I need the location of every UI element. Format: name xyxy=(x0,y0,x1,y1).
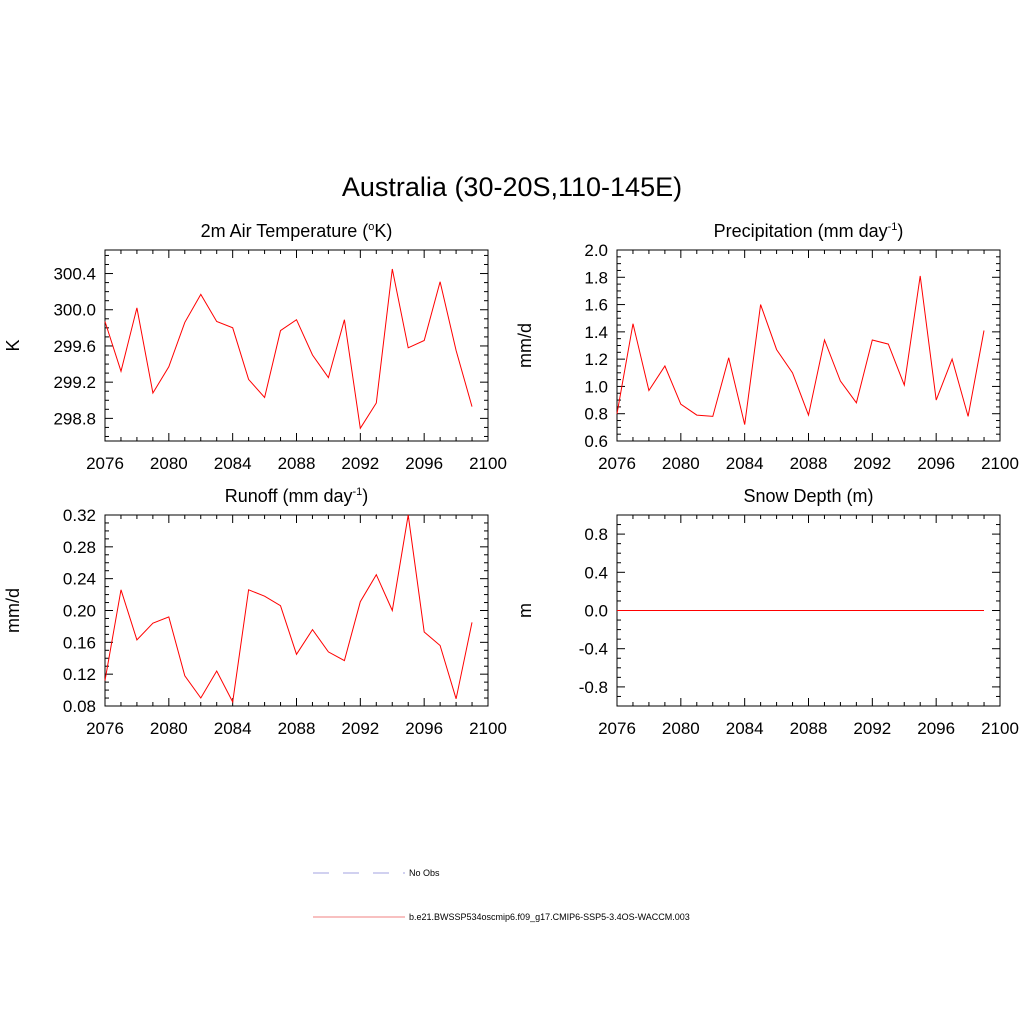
legend: No Obs b.e21.BWSSP534oscmip6.f09_g17.CMIP… xyxy=(313,868,690,922)
panel-title: Runoff (mm day-1) xyxy=(225,486,369,506)
legend-label: b.e21.BWSSP534oscmip6.f09_g17.CMIP6-SSP5… xyxy=(409,912,690,922)
y-axis-label: mm/d xyxy=(515,323,535,368)
y-tick-label: 0.16 xyxy=(63,633,96,652)
panel-2: Precipitation (mm day-1) 2076 2080 2084 2088… xyxy=(515,221,1019,473)
y-tick-label: 0.8 xyxy=(584,525,608,544)
y-axis-label: mm/d xyxy=(3,588,23,633)
y-tick-label: 1.6 xyxy=(584,296,608,315)
y-axis-label: K xyxy=(3,339,23,351)
x-tick-label: 2096 xyxy=(917,454,955,473)
y-axis-label: m xyxy=(515,603,535,618)
series-line xyxy=(616,275,985,425)
x-tick-label: 2100 xyxy=(981,719,1019,738)
x-tick-label: 2092 xyxy=(341,454,379,473)
plot-frame xyxy=(104,249,489,442)
y-tick-label: 0.20 xyxy=(63,602,96,621)
y-tick-label: 0.24 xyxy=(63,570,96,589)
x-tick-label: 2100 xyxy=(981,454,1019,473)
x-tick-label: 2096 xyxy=(917,719,955,738)
y-tick-label: 0.8 xyxy=(584,405,608,424)
panel-3: Runoff (mm day-1) 2076 2080 2084 2088 2092 209… xyxy=(3,486,507,738)
y-tick-label: 300.0 xyxy=(53,301,96,320)
x-tick-label: 2088 xyxy=(790,454,828,473)
x-tick-label: 2088 xyxy=(278,719,316,738)
legend-label: No Obs xyxy=(409,868,440,878)
panel-title: Precipitation (mm day-1) xyxy=(714,221,904,241)
series-line xyxy=(104,514,473,704)
y-tick-label: 299.2 xyxy=(53,373,96,392)
y-tick-label: 0.4 xyxy=(584,563,608,582)
panels: 2m Air Temperature (oK) 2076 2080 2084 2088 2… xyxy=(3,221,1019,738)
y-tick-label: -0.4 xyxy=(579,640,608,659)
y-tick-label: 1.4 xyxy=(584,323,608,342)
series-line xyxy=(104,268,473,430)
panel-title: 2m Air Temperature (oK) xyxy=(201,221,393,241)
y-tick-label: 1.0 xyxy=(584,377,608,396)
panel-1: 2m Air Temperature (oK) 2076 2080 2084 2088 2… xyxy=(3,221,507,473)
y-tick-label: 0.08 xyxy=(63,697,96,716)
x-tick-label: 2076 xyxy=(598,719,636,738)
y-tick-label: 0.6 xyxy=(584,432,608,451)
y-tick-label: 0.28 xyxy=(63,538,96,557)
x-tick-label: 2076 xyxy=(86,454,124,473)
y-tick-label: 298.8 xyxy=(53,409,96,428)
x-tick-label: 2096 xyxy=(405,454,443,473)
x-tick-label: 2084 xyxy=(214,719,252,738)
panel-4: Snow Depth (m) 2076 2080 2084 2088 2092 2096 21… xyxy=(515,486,1019,738)
x-tick-label: 2080 xyxy=(662,454,700,473)
y-tick-label: -0.8 xyxy=(579,678,608,697)
x-tick-label: 2100 xyxy=(469,454,507,473)
y-tick-label: 300.4 xyxy=(53,265,96,284)
y-tick-label: 1.8 xyxy=(584,268,608,287)
x-tick-label: 2096 xyxy=(405,719,443,738)
plot-frame xyxy=(104,514,489,707)
x-tick-label: 2100 xyxy=(469,719,507,738)
x-tick-label: 2088 xyxy=(790,719,828,738)
plot-frame xyxy=(616,249,1001,442)
y-tick-label: 299.6 xyxy=(53,337,96,356)
x-tick-label: 2092 xyxy=(853,719,891,738)
panel-title: Snow Depth (m) xyxy=(743,486,873,506)
y-tick-label: 0.12 xyxy=(63,665,96,684)
x-tick-label: 2092 xyxy=(853,454,891,473)
x-tick-label: 2084 xyxy=(214,454,252,473)
x-tick-label: 2076 xyxy=(598,454,636,473)
y-tick-label: 0.32 xyxy=(63,506,96,525)
x-tick-label: 2092 xyxy=(341,719,379,738)
x-tick-label: 2080 xyxy=(662,719,700,738)
y-tick-label: 0.0 xyxy=(584,602,608,621)
x-tick-label: 2084 xyxy=(726,454,764,473)
x-tick-label: 2088 xyxy=(278,454,316,473)
main-title: Australia (30-20S,110-145E) xyxy=(342,172,682,202)
x-tick-label: 2084 xyxy=(726,719,764,738)
y-tick-label: 1.2 xyxy=(584,350,608,369)
x-tick-label: 2080 xyxy=(150,454,188,473)
y-tick-label: 2.0 xyxy=(584,241,608,260)
x-tick-label: 2076 xyxy=(86,719,124,738)
x-tick-label: 2080 xyxy=(150,719,188,738)
